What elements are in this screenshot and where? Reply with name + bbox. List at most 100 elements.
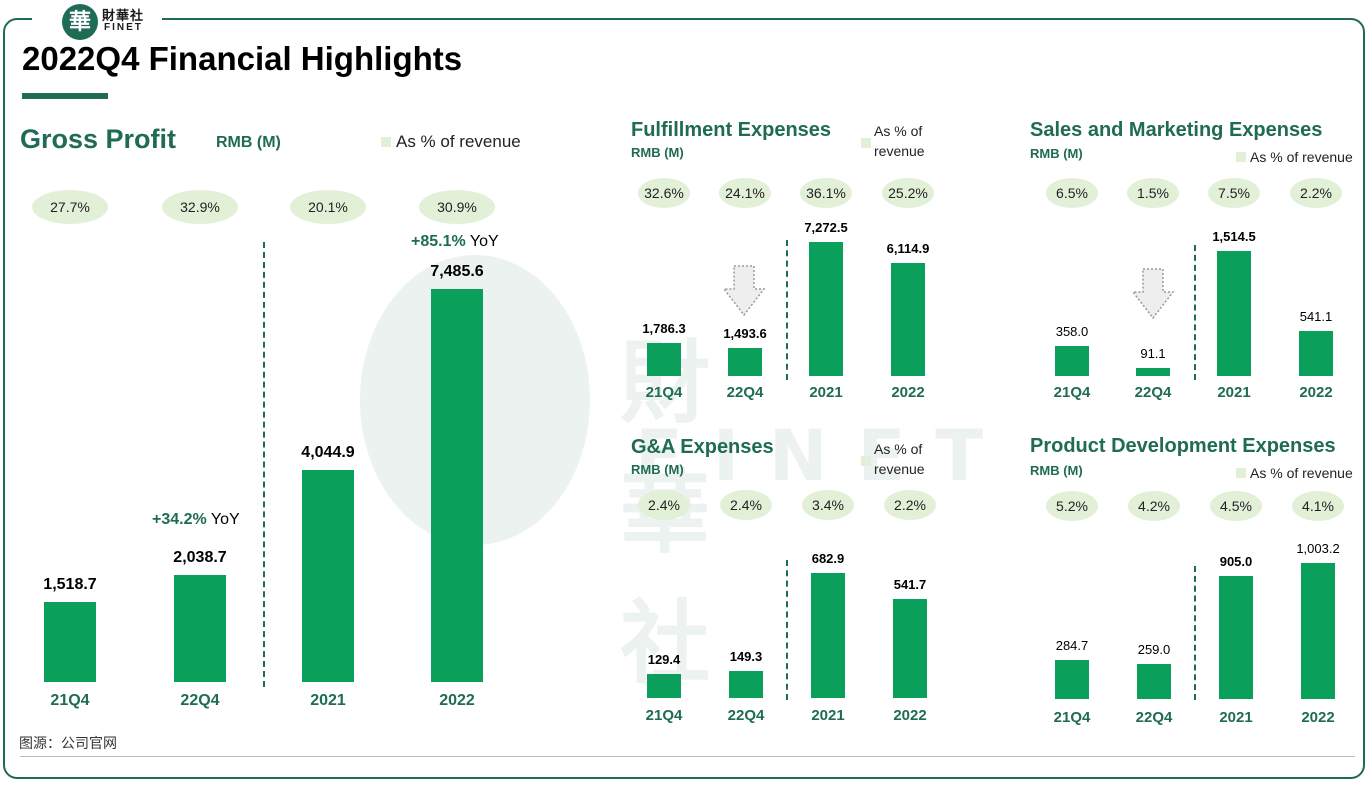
period-divider (263, 242, 265, 687)
ga-bar-22q4 (729, 670, 763, 698)
sales-category-label: 2021 (1217, 384, 1251, 401)
fulfill-pct-of-revenue: 25.2% (882, 178, 934, 208)
fulfill-category-label: 22Q4 (726, 384, 764, 401)
sales-bar-2022 (1299, 331, 1333, 376)
legend-swatch (1236, 152, 1246, 162)
fulfill-value-label: 6,114.9 (886, 241, 930, 257)
pd-bar-2022 (1301, 563, 1335, 699)
legend-swatch (381, 137, 391, 147)
ga-value-label: 149.3 (729, 648, 763, 664)
ga-bar-2022 (893, 598, 927, 698)
pd-value-label: 259.0 (1137, 641, 1171, 657)
pd-pct-of-revenue: 4.2% (1128, 491, 1180, 521)
finet-logo: 華 財華社 FINET (32, 2, 162, 40)
pd-category-label: 22Q4 (1135, 709, 1173, 726)
pd-pct-of-revenue: 5.2% (1046, 491, 1098, 521)
gross-bar-22q4 (174, 574, 226, 682)
gross-profit-legend: As % of revenue (396, 132, 521, 151)
period-divider (1194, 566, 1196, 700)
ga-pct-of-revenue: 2.4% (720, 490, 772, 520)
pd-value-label: 284.7 (1055, 638, 1089, 654)
pd-value-label: 905.0 (1219, 554, 1253, 570)
gross-category-label: 2021 (310, 692, 346, 709)
legend-line: revenue (874, 461, 925, 477)
legend-swatch (861, 456, 871, 466)
ga-pct-of-revenue: 2.4% (638, 490, 690, 520)
logo-cn-text: 財華社 (102, 8, 145, 23)
sales-category-label: 22Q4 (1134, 384, 1172, 401)
sales-pct-of-revenue: 2.2% (1290, 178, 1342, 208)
yoy-value: +85.1% (411, 233, 466, 250)
pd-pct-of-revenue: 4.5% (1210, 491, 1262, 521)
legend-line: As % of (874, 441, 923, 457)
sales-category-label: 2022 (1299, 384, 1333, 401)
ga-value-label: 541.7 (893, 576, 927, 592)
down-arrow-icon (1131, 268, 1175, 320)
gross-pct-of-revenue: 32.9% (162, 190, 238, 224)
sales-category-label: 21Q4 (1053, 384, 1091, 401)
period-divider (786, 240, 788, 380)
yoy-label-quarter: +34.2% YoY (152, 511, 240, 529)
sales-marketing-unit: RMB (M) (1030, 146, 1083, 161)
fulfill-pct-of-revenue: 32.6% (638, 178, 690, 208)
fulfill-value-label: 1,493.6 (723, 326, 767, 342)
ga-category-label: 2022 (893, 707, 927, 724)
fulfill-bar-2021 (809, 242, 843, 376)
pd-bar-21q4 (1055, 660, 1089, 699)
pd-category-label: 2021 (1219, 709, 1253, 726)
sales-pct-of-revenue: 6.5% (1046, 178, 1098, 208)
pd-bar-22q4 (1137, 663, 1171, 699)
sales-pct-of-revenue: 7.5% (1208, 178, 1260, 208)
pd-category-label: 2022 (1301, 709, 1335, 726)
fulfill-bar-22q4 (728, 348, 762, 376)
gross-bar-21q4 (44, 602, 96, 682)
fulfill-category-label: 2022 (891, 384, 925, 401)
finet-emblem-icon: 華 (62, 4, 98, 40)
fulfill-bar-21q4 (647, 343, 681, 376)
ga-unit: RMB (M) (631, 462, 684, 477)
pd-bar-2021 (1219, 576, 1253, 699)
ga-bar-2021 (811, 573, 845, 698)
source-note: 图源：公司官网 (19, 735, 117, 751)
sales-marketing-legend: As % of revenue (1250, 149, 1353, 165)
gross-pct-of-revenue: 27.7% (32, 190, 108, 224)
period-divider (1194, 245, 1196, 380)
product-dev-legend: As % of revenue (1250, 465, 1353, 481)
legend-swatch (1236, 468, 1246, 478)
legend-line: As % of (874, 123, 923, 139)
product-dev-title: Product Development Expenses (1030, 435, 1336, 457)
fulfill-pct-of-revenue: 24.1% (719, 178, 771, 208)
footer-divider (20, 756, 1355, 757)
logo-en-text: FINET (104, 22, 143, 33)
down-arrow-icon (722, 265, 766, 317)
gross-pct-of-revenue: 30.9% (419, 190, 495, 224)
gross-category-label: 2022 (439, 692, 475, 709)
title-underline (22, 93, 108, 99)
fulfillment-legend: As % of revenue (874, 121, 925, 161)
legend-swatch (861, 138, 871, 148)
period-divider (786, 560, 788, 700)
fulfillment-title: Fulfillment Expenses (631, 119, 832, 141)
sales-value-label: 541.1 (1299, 309, 1333, 325)
pd-pct-of-revenue: 4.1% (1292, 491, 1344, 521)
product-dev-unit: RMB (M) (1030, 463, 1083, 478)
ga-pct-of-revenue: 3.4% (802, 490, 854, 520)
ga-value-label: 129.4 (647, 652, 681, 668)
gross-value-label: 4,044.9 (301, 443, 355, 461)
yoy-suffix: YoY (465, 233, 499, 250)
gross-value-label: 1,518.7 (43, 576, 97, 594)
ga-category-label: 22Q4 (727, 707, 765, 724)
fulfill-category-label: 2021 (809, 384, 843, 401)
sales-marketing-title: Sales and Marketing Expenses (1030, 119, 1323, 141)
gross-bar-2022 (431, 289, 483, 682)
ga-bar-21q4 (647, 674, 681, 698)
gross-value-label: 2,038.7 (173, 548, 227, 566)
yoy-value: +34.2% (152, 511, 207, 528)
fulfill-category-label: 21Q4 (645, 384, 683, 401)
ga-title: G&A Expenses (631, 436, 774, 458)
pd-category-label: 21Q4 (1053, 709, 1091, 726)
sales-pct-of-revenue: 1.5% (1127, 178, 1179, 208)
gross-profit-unit: RMB (M) (216, 134, 281, 151)
gross-value-label: 7,485.6 (430, 263, 484, 280)
fulfill-pct-of-revenue: 36.1% (800, 178, 852, 208)
